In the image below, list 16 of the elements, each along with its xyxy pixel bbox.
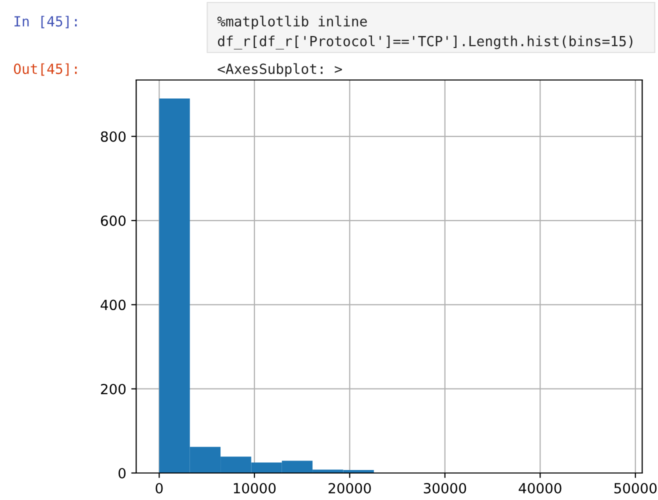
x-tick-label: 10000 [234,482,276,494]
x-tick-label: 40000 [518,482,562,494]
y-tick-label: 200 [100,384,126,394]
x-tick-label: 20000 [328,482,371,494]
text: %matplotlib inline [217,16,367,30]
y-tick-label: 0 [118,468,126,478]
text: In [45]: [14,16,77,28]
x-tick-label: 0 [156,482,163,494]
y-tick-label: 800 [100,131,126,142]
y-tick-label: 600 [100,216,126,226]
x-tick-label: 30000 [424,482,466,494]
y-tick-label: 400 [100,300,126,310]
text: <AxesSubplot: > [218,63,342,77]
text: Out[45]: [14,63,77,76]
text: df_r[df_r['Protocol']=='TCP'].Length.hist(bins=15) [218,36,632,50]
x-tick-label: 50000 [614,482,657,494]
